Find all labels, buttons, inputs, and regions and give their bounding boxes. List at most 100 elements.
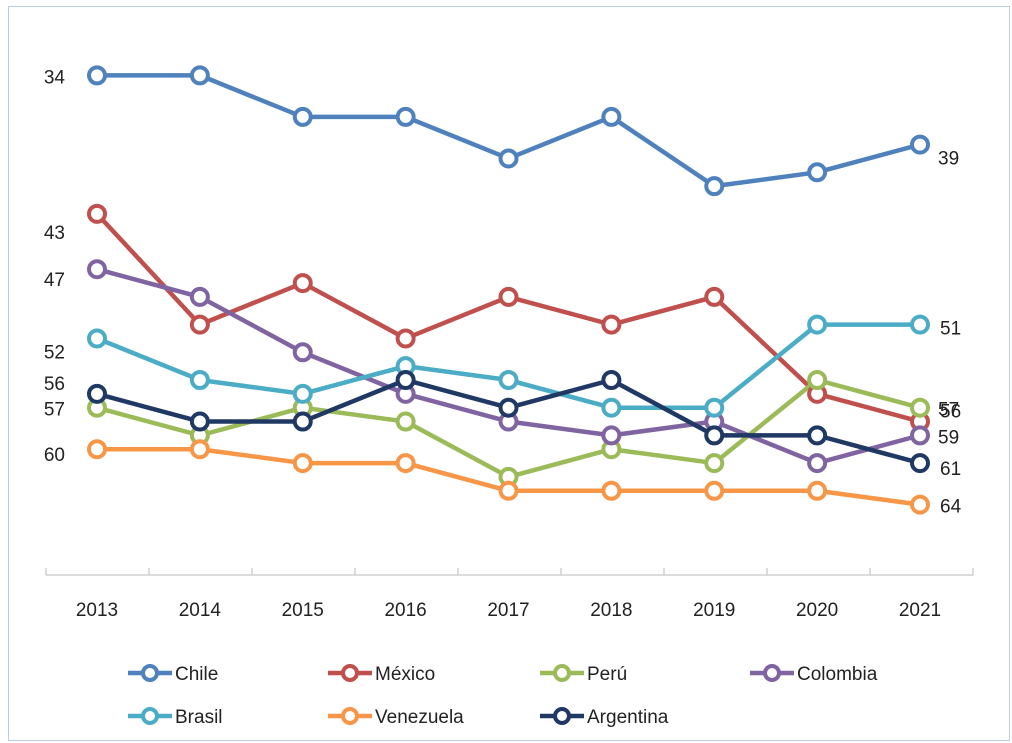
data-point <box>87 439 107 460</box>
legend-item-argentina: Argentina <box>540 707 669 728</box>
data-point <box>189 65 210 86</box>
markers-brasil <box>87 314 930 418</box>
legend-label: Colombia <box>797 664 878 685</box>
legend-item-méxico: México <box>328 664 435 685</box>
data-point <box>395 453 416 474</box>
series-line <box>94 73 923 189</box>
chart-frame <box>8 6 1010 741</box>
markers-venezuela <box>87 439 930 515</box>
data-point <box>292 453 313 474</box>
x-tick-label: 2013 <box>76 600 118 621</box>
data-point <box>910 425 930 446</box>
data-point <box>395 328 416 349</box>
series-lines <box>87 65 930 515</box>
data-point <box>189 286 210 307</box>
data-point <box>807 370 828 390</box>
end-label-argentina: 61 <box>940 459 961 480</box>
data-point <box>807 314 828 335</box>
data-point <box>87 259 107 280</box>
data-point <box>292 273 313 294</box>
x-axis: 2013 2014 2015 2016 2017 2018 2019 2020 2021 <box>45 568 974 621</box>
end-label-perú: 57 <box>938 400 959 421</box>
data-point <box>601 314 622 335</box>
end-label-brasil: 51 <box>940 319 961 340</box>
data-point <box>189 411 210 432</box>
x-tick-label: 2015 <box>282 600 324 621</box>
x-tick-label: 2021 <box>899 600 941 621</box>
data-point <box>910 397 930 418</box>
data-point <box>292 411 313 432</box>
start-label-méxico: 43 <box>44 223 65 244</box>
legend-item-chile: Chile <box>128 664 218 685</box>
data-point <box>601 425 622 446</box>
data-point <box>498 148 519 169</box>
x-tick-label: 2019 <box>693 600 735 621</box>
x-tick-label: 2018 <box>590 600 632 621</box>
legend-label: Argentina <box>587 707 669 728</box>
legend-label: Brasil <box>175 707 223 728</box>
data-point <box>601 370 622 390</box>
data-point <box>807 425 828 446</box>
data-point <box>498 397 519 418</box>
x-tick-label: 2020 <box>796 600 838 621</box>
data-point <box>87 203 107 224</box>
data-point <box>807 453 828 474</box>
legend: Chile México Perú Colombia Brasil Venezuela Ar… <box>128 664 878 728</box>
start-label-colombia: 47 <box>44 270 65 291</box>
legend-label: Venezuela <box>375 707 464 728</box>
data-point <box>395 106 416 127</box>
data-point <box>87 65 107 86</box>
legend-swatch-marker <box>553 664 571 682</box>
data-point <box>498 286 519 307</box>
x-tick-label: 2017 <box>487 600 529 621</box>
legend-item-brasil: Brasil <box>128 707 223 728</box>
x-tick-label: 2016 <box>384 600 426 621</box>
legend-item-venezuela: Venezuela <box>328 707 464 728</box>
data-point <box>87 383 107 404</box>
markers-argentina <box>87 370 930 474</box>
data-point <box>807 480 828 501</box>
legend-swatch-marker <box>763 664 781 682</box>
start-label-perú: 57 <box>44 400 65 421</box>
series-méxico <box>94 211 923 424</box>
data-point <box>292 106 313 127</box>
markers-méxico <box>87 203 930 432</box>
data-point <box>498 370 519 390</box>
data-point <box>189 314 210 335</box>
end-label-chile: 39 <box>938 149 959 170</box>
end-label-venezuela: 64 <box>940 497 962 518</box>
data-point <box>910 453 930 474</box>
series-chile <box>94 73 923 189</box>
legend-label: Perú <box>587 664 627 685</box>
data-point <box>292 383 313 404</box>
legend-label: México <box>375 664 435 685</box>
data-point <box>704 425 725 446</box>
legend-swatch-marker <box>141 707 159 725</box>
data-point <box>910 494 930 515</box>
data-point <box>601 397 622 418</box>
end-label-méxico: 56 <box>940 402 961 423</box>
data-point <box>910 314 930 335</box>
data-point <box>189 439 210 460</box>
legend-item-perú: Perú <box>540 664 627 685</box>
data-point <box>704 286 725 307</box>
data-point <box>601 480 622 501</box>
data-point <box>395 370 416 390</box>
data-point <box>498 480 519 501</box>
data-point <box>704 480 725 501</box>
start-label-argentina: 56 <box>44 374 65 395</box>
legend-item-colombia: Colombia <box>750 664 878 685</box>
legend-label: Chile <box>175 664 218 685</box>
legend-swatch-marker <box>341 707 359 725</box>
start-label-chile: 34 <box>44 67 66 88</box>
data-point <box>704 176 725 197</box>
data-point <box>704 397 725 418</box>
data-point <box>189 370 210 390</box>
data-point <box>807 162 828 183</box>
legend-swatch-marker <box>341 664 359 682</box>
end-label-colombia: 59 <box>938 427 959 448</box>
series-line <box>94 211 923 424</box>
start-label-brasil: 52 <box>44 342 65 363</box>
data-point <box>704 453 725 474</box>
